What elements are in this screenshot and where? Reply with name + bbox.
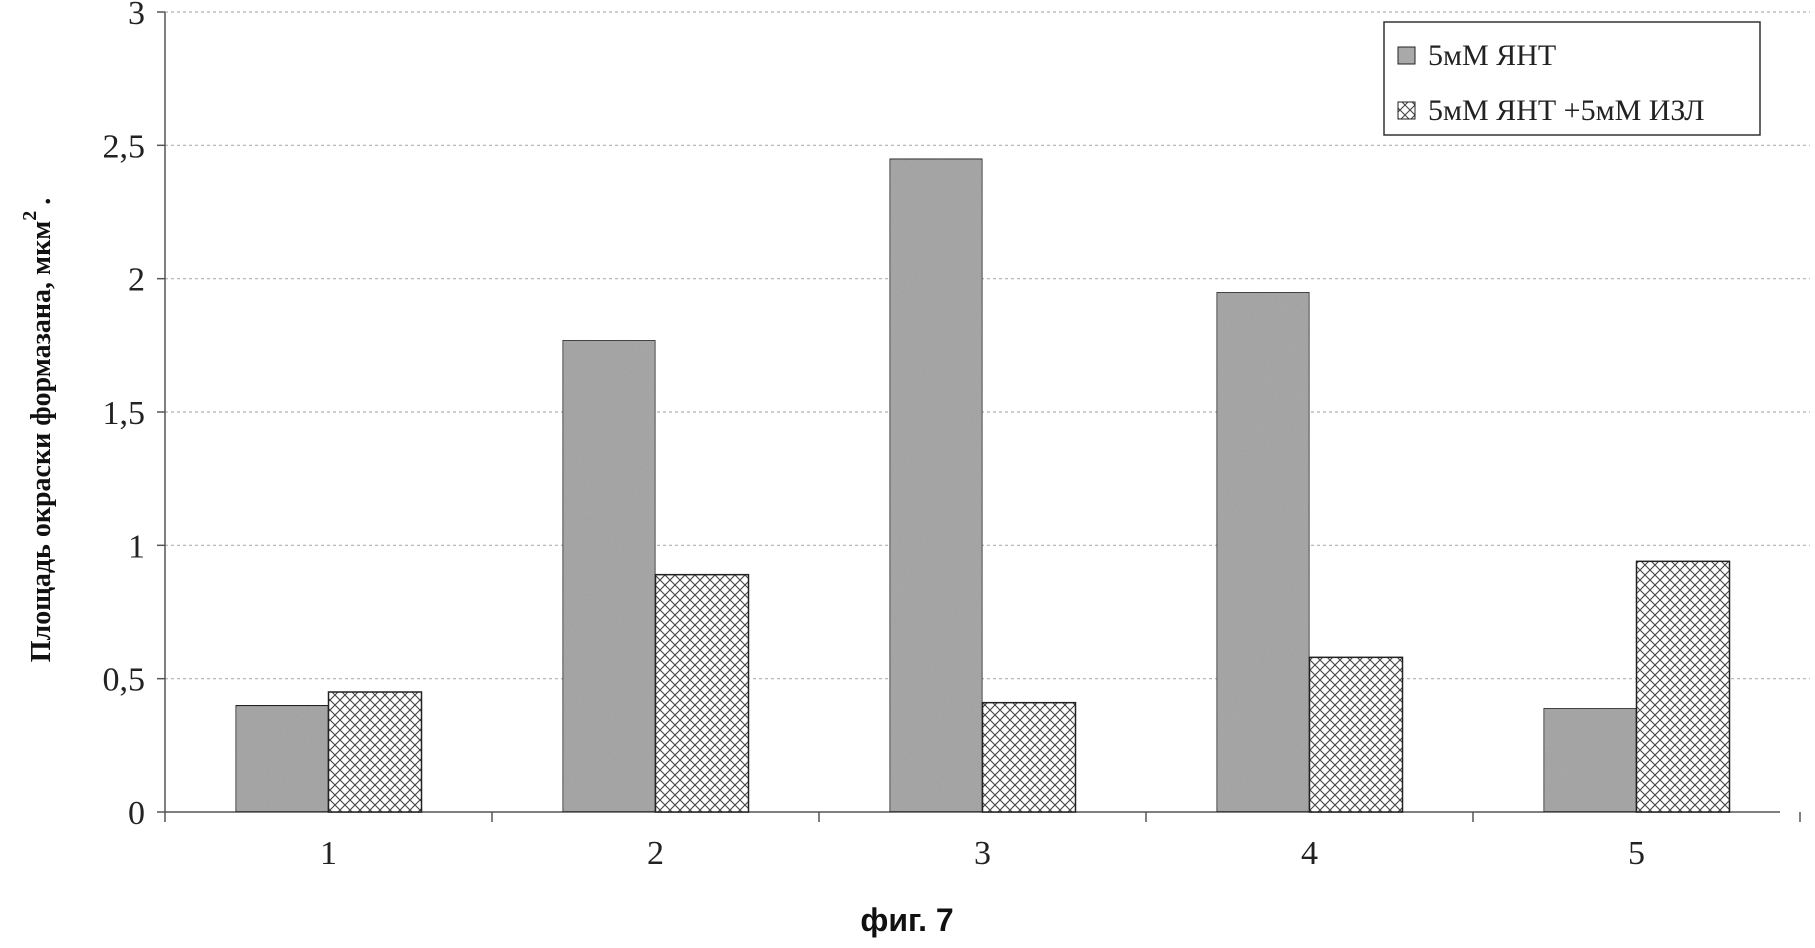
y-tick-label: 1,5 <box>103 395 146 432</box>
x-tick-label: 2 <box>647 835 664 872</box>
figure-caption: фиг. 7 <box>860 902 953 938</box>
y-tick-label: 2,5 <box>103 128 146 165</box>
y-tick-label: 2 <box>128 262 145 299</box>
legend-swatch-series-2 <box>1398 102 1415 119</box>
bar-series-2-cat-3 <box>983 703 1076 812</box>
bars <box>236 159 1730 812</box>
x-tick-label: 3 <box>974 835 991 872</box>
bar-series-1-cat-5 <box>1544 708 1637 812</box>
y-axis-title: Площадь окраски формазана, мкм2. <box>19 198 57 663</box>
y-axis-title-suffix: . <box>26 198 57 205</box>
y-tick-label: 0 <box>128 795 145 832</box>
legend-label-series-2: 5мМ ЯНТ +5мМ ИЗЛ <box>1428 94 1704 127</box>
x-tick-label: 5 <box>1628 835 1645 872</box>
bar-series-1-cat-3 <box>890 159 983 812</box>
bar-series-2-cat-4 <box>1310 657 1403 812</box>
bar-series-2-cat-2 <box>656 575 749 812</box>
y-tick-label: 1 <box>128 528 145 565</box>
legend-label-series-1: 5мМ ЯНТ <box>1428 39 1556 72</box>
y-tick-label: 0,5 <box>103 662 146 699</box>
bar-series-2-cat-1 <box>329 692 422 812</box>
svg-text:Площадь окраски формазана, мкм: Площадь окраски формазана, мкм2. <box>19 198 57 663</box>
legend-swatch-series-1 <box>1398 47 1415 64</box>
y-axis-title-text: Площадь окраски формазана, мкм <box>26 221 57 663</box>
legend: 5мМ ЯНТ 5мМ ЯНТ +5мМ ИЗЛ <box>1384 22 1760 135</box>
bar-series-1-cat-4 <box>1217 292 1310 812</box>
x-tick-label: 1 <box>320 835 337 872</box>
bar-series-2-cat-5 <box>1637 561 1730 812</box>
y-axis-title-superscript: 2 <box>19 211 41 221</box>
bar-series-1-cat-2 <box>563 340 656 812</box>
x-tick-label: 4 <box>1301 835 1318 872</box>
bar-series-1-cat-1 <box>236 705 329 812</box>
y-tick-label: 3 <box>128 0 145 32</box>
